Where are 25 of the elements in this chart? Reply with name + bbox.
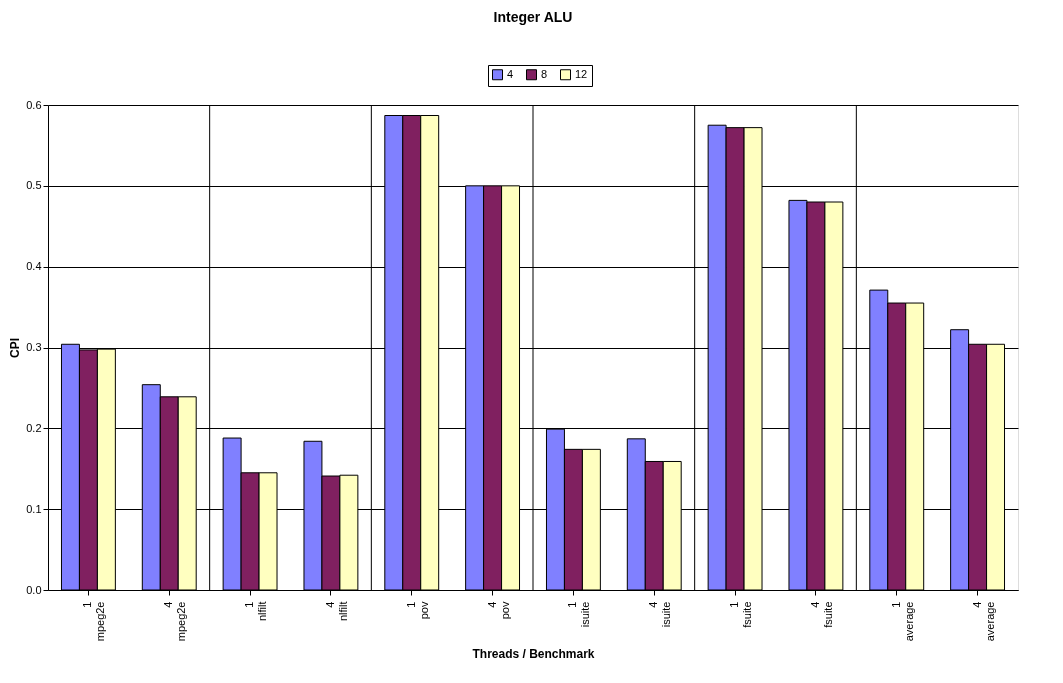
x-tick-label: 1 fsuite xyxy=(728,601,754,628)
chart-title: Integer ALU xyxy=(493,8,573,25)
x-tick-label: 4 mpeg2e xyxy=(162,601,188,642)
legend-label: 4 xyxy=(507,67,514,80)
y-tick-label: 0.5 xyxy=(26,179,42,192)
x-tick-label: 4 fsuite xyxy=(808,601,834,628)
x-tick-label: 4 isuite xyxy=(647,601,673,628)
x-axis-title: Threads / Benchmark xyxy=(472,647,595,662)
x-tick-label: 1 isuite xyxy=(566,601,592,628)
y-tick-label: 0.3 xyxy=(26,341,42,353)
legend-label: 8 xyxy=(541,67,548,80)
y-tick-label: 0.4 xyxy=(26,260,42,273)
x-tick-label: 1 mpeg2e xyxy=(81,601,107,642)
x-tick-label: 1 average xyxy=(889,601,915,642)
x-tick-label: 1 pov xyxy=(404,601,430,620)
x-tick-label: 4 pov xyxy=(485,601,511,620)
x-tick-label: 4 average xyxy=(970,601,996,642)
x-tick-label: 4 nlfilt xyxy=(323,601,349,622)
legend-label: 12 xyxy=(575,67,588,80)
y-axis-title: CPI xyxy=(8,337,23,359)
y-tick-label: 0.0 xyxy=(26,583,42,596)
y-tick-label: 0.6 xyxy=(26,98,42,111)
y-tick-label: 0.1 xyxy=(26,502,42,515)
x-tick-label: 1 nlfilt xyxy=(243,601,269,622)
y-tick-label: 0.2 xyxy=(26,421,42,434)
